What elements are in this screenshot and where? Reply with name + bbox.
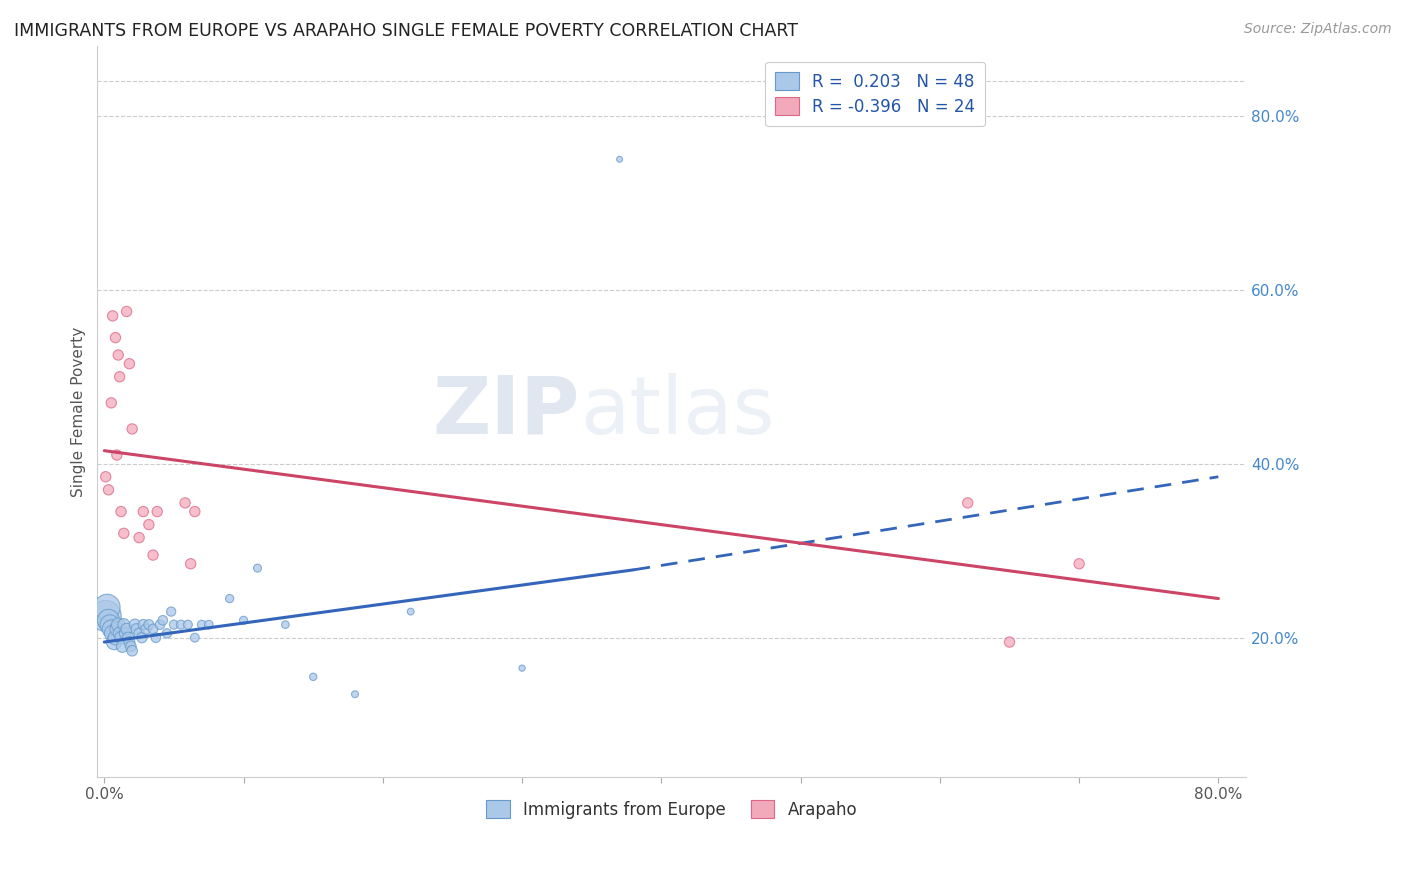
- Point: [156, 626, 179, 640]
- Point: [998, 635, 1021, 649]
- Point: [132, 617, 155, 632]
- Point: [232, 613, 254, 627]
- Point: [191, 617, 214, 632]
- Point: [112, 617, 135, 632]
- Text: atlas: atlas: [579, 373, 775, 450]
- Point: [343, 687, 366, 701]
- Point: [104, 631, 127, 645]
- Point: [180, 557, 202, 571]
- Point: [108, 626, 131, 640]
- Point: [111, 640, 134, 654]
- Point: [121, 422, 143, 436]
- Point: [97, 483, 120, 497]
- Point: [170, 617, 193, 632]
- Point: [128, 531, 150, 545]
- Point: [274, 617, 297, 632]
- Point: [115, 304, 138, 318]
- Point: [105, 622, 128, 636]
- Point: [118, 357, 141, 371]
- Point: [184, 631, 207, 645]
- Point: [177, 617, 200, 632]
- Point: [302, 670, 325, 684]
- Point: [112, 526, 135, 541]
- Point: [174, 496, 197, 510]
- Point: [160, 605, 183, 619]
- Point: [246, 561, 269, 575]
- Point: [98, 617, 121, 632]
- Point: [97, 613, 120, 627]
- Point: [101, 626, 124, 640]
- Text: ZIP: ZIP: [433, 373, 579, 450]
- Point: [121, 644, 143, 658]
- Point: [152, 613, 174, 627]
- Point: [100, 622, 122, 636]
- Point: [146, 505, 169, 519]
- Point: [132, 505, 155, 519]
- Point: [105, 448, 128, 462]
- Point: [107, 348, 129, 362]
- Point: [135, 622, 157, 636]
- Point: [510, 661, 533, 675]
- Point: [399, 605, 422, 619]
- Y-axis label: Single Female Poverty: Single Female Poverty: [72, 326, 86, 497]
- Point: [149, 617, 172, 632]
- Point: [138, 617, 160, 632]
- Point: [120, 640, 142, 654]
- Point: [131, 631, 153, 645]
- Point: [108, 369, 131, 384]
- Point: [163, 617, 186, 632]
- Point: [145, 631, 167, 645]
- Point: [142, 622, 165, 636]
- Point: [94, 470, 117, 484]
- Point: [128, 626, 150, 640]
- Point: [110, 505, 132, 519]
- Text: IMMIGRANTS FROM EUROPE VS ARAPAHO SINGLE FEMALE POVERTY CORRELATION CHART: IMMIGRANTS FROM EUROPE VS ARAPAHO SINGLE…: [14, 22, 799, 40]
- Point: [117, 631, 139, 645]
- Point: [100, 396, 122, 410]
- Point: [184, 505, 207, 519]
- Point: [138, 517, 160, 532]
- Point: [124, 617, 146, 632]
- Point: [94, 609, 117, 624]
- Point: [115, 622, 138, 636]
- Point: [114, 626, 136, 640]
- Point: [96, 600, 118, 615]
- Point: [218, 591, 240, 606]
- Point: [125, 622, 148, 636]
- Text: Source: ZipAtlas.com: Source: ZipAtlas.com: [1244, 22, 1392, 37]
- Point: [609, 153, 631, 167]
- Point: [956, 496, 979, 510]
- Point: [197, 617, 219, 632]
- Point: [104, 330, 127, 344]
- Point: [1069, 557, 1091, 571]
- Point: [107, 617, 129, 632]
- Point: [142, 548, 165, 562]
- Legend: Immigrants from Europe, Arapaho: Immigrants from Europe, Arapaho: [478, 792, 866, 827]
- Point: [118, 635, 141, 649]
- Point: [101, 309, 124, 323]
- Point: [110, 631, 132, 645]
- Point: [103, 635, 125, 649]
